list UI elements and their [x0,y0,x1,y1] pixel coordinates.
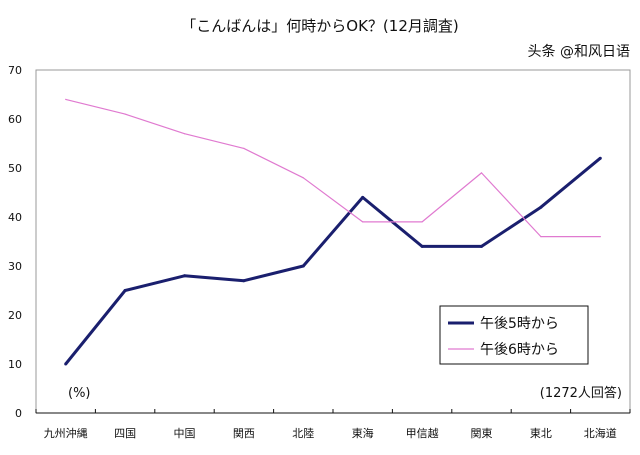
legend: 午後5時から 午後6時から [439,305,589,365]
data-point [64,362,68,366]
data-point [599,236,601,238]
data-point [243,147,245,149]
y-tick-label: 70 [8,64,22,77]
data-point [361,195,365,199]
series-line-0 [64,157,602,365]
y-axis: 0 10 20 30 40 50 60 70 [8,64,22,420]
x-tick-label: 東海 [352,426,374,440]
x-tick-label: 東北 [530,427,552,440]
chart-title: 「こんばんは」何時からOK？(12月調査) [181,17,458,35]
data-point [420,244,424,248]
data-point [362,221,364,223]
y-tick-label: 30 [8,260,22,273]
data-point [480,172,483,174]
data-point [539,205,543,209]
series-line-1 [65,98,601,238]
y-tick-label: 0 [15,407,22,420]
y-tick-label: 50 [8,162,22,175]
data-point [242,279,246,283]
data-point [123,289,127,292]
y-tick-label: 10 [8,358,22,371]
x-tick-label: 甲信越 [406,426,439,440]
x-tick-label: 北陸 [292,427,314,440]
legend-label-6pm: 午後6時から [480,342,559,358]
respondents-annotation: (1272人回答) [540,385,622,401]
watermark: 头条 @和风日语 [528,43,630,60]
series-lines [64,98,602,366]
x-tick-label: 関西 [233,427,255,440]
data-point [302,177,304,179]
y-tick-label: 20 [8,309,22,322]
data-point [183,133,186,135]
data-point [183,274,186,278]
data-point [598,156,602,160]
data-point [301,264,305,268]
legend-label-5pm: 午後5時から [480,316,559,332]
y-tick-label: 40 [8,211,22,224]
data-point [421,221,423,223]
x-tick-label: 北海道 [584,426,617,440]
x-tick-label: 中国 [174,427,196,440]
data-point [65,98,67,100]
y-tick-label: 60 [8,113,22,126]
data-point [480,244,483,248]
x-tick-label: 関東 [471,427,493,440]
data-point [540,236,542,238]
legend-box [439,305,589,365]
x-tick-label: 九州沖縄 [44,426,88,440]
x-axis: 九州沖縄 四国 中国 関西 北陸 東海 甲信越 関東 東北 北海道 [35,409,631,440]
data-point [124,113,126,115]
x-tick-label: 四国 [114,427,136,440]
unit-annotation: (%) [68,386,91,401]
